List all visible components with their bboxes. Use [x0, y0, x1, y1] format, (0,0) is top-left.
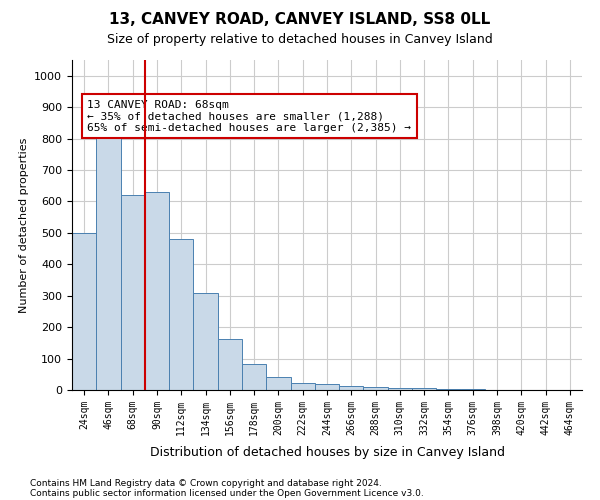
- Bar: [145, 192, 169, 390]
- Y-axis label: Number of detached properties: Number of detached properties: [19, 138, 29, 312]
- Bar: [169, 239, 193, 390]
- Text: Contains HM Land Registry data © Crown copyright and database right 2024.: Contains HM Land Registry data © Crown c…: [30, 478, 382, 488]
- Bar: [290, 383, 315, 390]
- Text: 13 CANVEY ROAD: 68sqm
← 35% of detached houses are smaller (1,288)
65% of semi-d: 13 CANVEY ROAD: 68sqm ← 35% of detached …: [88, 100, 412, 133]
- Bar: [436, 389, 461, 390]
- Text: 13, CANVEY ROAD, CANVEY ISLAND, SS8 0LL: 13, CANVEY ROAD, CANVEY ISLAND, SS8 0LL: [109, 12, 491, 28]
- Bar: [96, 136, 121, 390]
- X-axis label: Distribution of detached houses by size in Canvey Island: Distribution of detached houses by size …: [149, 446, 505, 459]
- Bar: [315, 384, 339, 390]
- Bar: [193, 292, 218, 390]
- Bar: [412, 388, 436, 390]
- Text: Size of property relative to detached houses in Canvey Island: Size of property relative to detached ho…: [107, 32, 493, 46]
- Bar: [242, 364, 266, 390]
- Bar: [364, 387, 388, 390]
- Bar: [266, 377, 290, 390]
- Bar: [72, 233, 96, 390]
- Bar: [218, 339, 242, 390]
- Bar: [121, 195, 145, 390]
- Text: Contains public sector information licensed under the Open Government Licence v3: Contains public sector information licen…: [30, 488, 424, 498]
- Bar: [339, 386, 364, 390]
- Bar: [388, 388, 412, 390]
